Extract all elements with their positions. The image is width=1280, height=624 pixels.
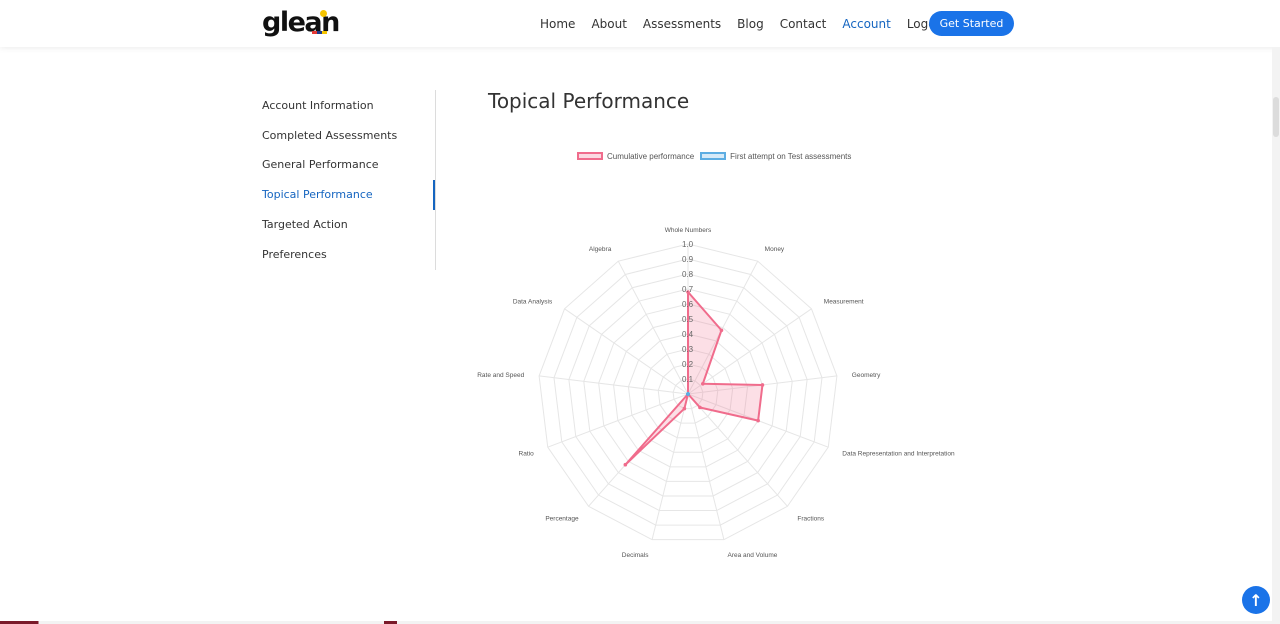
get-started-button[interactable]: Get Started	[929, 11, 1014, 36]
data-point[interactable]	[698, 405, 702, 410]
grid-ring	[642, 348, 734, 439]
chart-legend: Cumulative performance First attempt on …	[577, 149, 857, 163]
grid-ring	[657, 363, 719, 424]
page-title: Topical Performance	[488, 89, 690, 113]
grid-ring	[553, 258, 823, 526]
grid-spoke	[564, 308, 689, 395]
data-point[interactable]	[756, 418, 760, 423]
grid-spoke	[687, 260, 759, 395]
grid-spoke	[651, 393, 689, 540]
grid-ring	[598, 303, 778, 482]
data-point[interactable]	[760, 383, 765, 387]
axis-label: Area and Volume	[727, 552, 777, 559]
legend-item-first-attempt[interactable]: First attempt on Test assessments	[700, 152, 851, 161]
data-point[interactable]	[682, 406, 687, 411]
nav-blog[interactable]: Blog	[737, 16, 764, 31]
data-point[interactable]	[623, 462, 628, 467]
nav-about[interactable]: About	[591, 16, 627, 31]
tick-label: 0.4	[682, 330, 694, 339]
grid-ring	[627, 333, 749, 453]
data-point[interactable]	[701, 381, 705, 386]
axis-label: Fractions	[797, 516, 824, 523]
logo-text: glean	[262, 7, 340, 38]
grid-spoke	[617, 260, 689, 395]
tick-label: 1.0	[682, 240, 694, 249]
axis-label: Data Representation and Interpretation	[842, 451, 955, 458]
logo-color-bar	[312, 31, 327, 34]
tick-label: 0.6	[682, 300, 694, 309]
grid-ring	[568, 273, 808, 512]
grid-spoke	[687, 308, 812, 395]
page-scrollbar[interactable]	[1272, 47, 1280, 624]
axis-label: Measurement	[824, 298, 864, 305]
topical-performance-radar-chart: 0.1 0.2 0.3 0.4 0.5 0.6 0.7 0.8 0.9 1.0 Whole Numb…	[477, 227, 955, 559]
tick-label: 0.5	[682, 315, 694, 324]
tick-label: 0.3	[682, 345, 694, 354]
nav-contact[interactable]: Contact	[779, 16, 827, 31]
axis-label: Ratio	[519, 451, 535, 458]
legend-swatch-blue	[700, 152, 727, 160]
axis-label: Money	[765, 246, 785, 253]
grid-ring	[672, 378, 704, 410]
main-nav: Home About Assessments Blog Contact Acco…	[540, 0, 964, 47]
nav-assessments[interactable]: Assessments	[642, 16, 722, 31]
data-point[interactable]	[686, 290, 690, 294]
site-header: glean Home About Assessments Blog Contac…	[0, 0, 1280, 47]
tick-label: 0.9	[682, 255, 694, 264]
nav-home[interactable]: Home	[540, 16, 576, 31]
footer-divider	[0, 621, 1280, 624]
scrollbar-thumb[interactable]	[1273, 97, 1279, 137]
grid-spoke	[687, 393, 725, 540]
logo-dot	[320, 10, 327, 17]
sidebar-item-preferences[interactable]: Preferences	[262, 248, 327, 261]
data-point[interactable]	[686, 392, 690, 396]
series-polygon	[624, 291, 764, 466]
legend-swatch-pink	[577, 152, 603, 160]
axis-label: Rate and Speed	[477, 372, 524, 379]
arrow-up-icon: ↑	[1249, 590, 1263, 610]
axis-label: Decimals	[622, 552, 649, 559]
glean-logo[interactable]: glean	[262, 8, 340, 38]
legend-label-cumulative: Cumulative performance	[607, 151, 695, 161]
sidebar-item-account-information[interactable]: Account Information	[262, 99, 374, 112]
grid-ring	[583, 288, 793, 497]
legend-item-cumulative[interactable]: Cumulative performance	[577, 152, 694, 161]
legend-label-first-attempt: First attempt on Test assessments	[730, 151, 852, 161]
sidebar-item-completed-assessments[interactable]: Completed Assessments	[262, 129, 398, 142]
nav-account[interactable]: Account	[842, 16, 891, 31]
sidebar-item-topical-performance[interactable]: Topical Performance	[262, 188, 373, 201]
tick-label: 0.2	[682, 360, 694, 369]
grid-spoke	[547, 393, 689, 448]
axis-label: Data Analysis	[513, 298, 553, 305]
scroll-to-top-button[interactable]: ↑	[1242, 586, 1270, 614]
grid-ring	[538, 243, 838, 541]
grid-spoke	[539, 375, 689, 395]
sidebar-active-indicator	[433, 180, 435, 210]
sidebar-item-general-performance[interactable]: General Performance	[262, 158, 379, 171]
grid-ring	[613, 318, 763, 468]
tick-label: 0.1	[682, 375, 694, 384]
axis-label: Geometry	[852, 372, 881, 379]
account-sidebar: Account Information Completed Assessment…	[262, 90, 436, 270]
sidebar-item-targeted-action[interactable]: Targeted Action	[262, 218, 348, 231]
data-point[interactable]	[719, 328, 724, 333]
tick-label: 0.8	[682, 270, 694, 279]
axis-label: Whole Numbers	[665, 227, 712, 234]
tick-label: 0.7	[682, 285, 694, 294]
axis-label: Algebra	[589, 246, 612, 253]
grid-spoke	[687, 393, 788, 507]
axis-label: Percentage	[545, 516, 579, 523]
